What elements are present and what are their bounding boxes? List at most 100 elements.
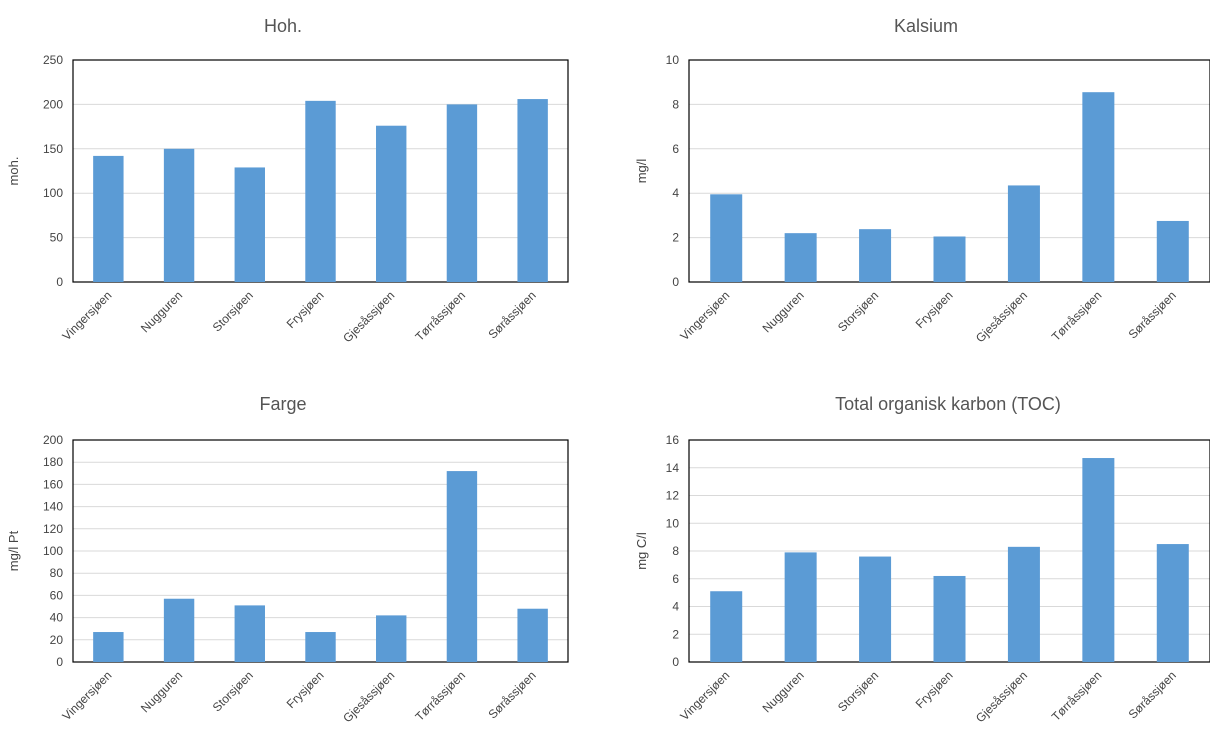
x-tick-label: Frysjøen (284, 288, 327, 331)
bar-torrassjoen (446, 104, 478, 283)
y-axis-label: mg/l Pt (6, 530, 21, 571)
y-tick-label: 0 (672, 655, 679, 669)
y-tick-label: 180 (43, 455, 63, 469)
bar-nugguren (163, 148, 195, 282)
y-tick-label: 100 (43, 186, 63, 200)
y-tick-label: 20 (50, 633, 64, 647)
x-tick-label: Vingersjøen (59, 288, 114, 343)
y-tick-label: 0 (56, 655, 63, 669)
chart-panel-3: Farge 0 20 40 60 80 100 120 140 160 180 200 mg/l Pt V… (6, 394, 569, 725)
x-tick-label: Nugguren (760, 668, 807, 715)
x-tick-label: Storsjøen (835, 288, 881, 334)
x-tick-label: Tørråssjøen (412, 668, 468, 724)
y-tick-label: 10 (666, 516, 680, 530)
chart-panel-1: Hoh. 0 50 100 150 200 250 moh. Vingersjøen Nuggur… (6, 16, 569, 345)
y-tick-label: 10 (666, 53, 680, 67)
bar-storsjoen (859, 556, 892, 662)
y-tick-label: 4 (672, 186, 679, 200)
y-tick-label: 50 (50, 231, 64, 245)
bar-gjesassjoen (1007, 185, 1040, 282)
chart-title: Kalsium (894, 16, 958, 36)
chart-panel-4: Total organisk karbon (TOC) 0 2 4 6 8 10 12 14 16… (634, 394, 1210, 725)
y-tick-label: 16 (666, 433, 680, 447)
y-axis-label: moh. (6, 157, 21, 186)
y-tick-label: 160 (43, 477, 63, 491)
x-tick-label: Tørråssjøen (412, 288, 468, 344)
bar-frysjoen (305, 100, 336, 283)
bar-sorassjoen (1156, 220, 1189, 282)
bar-storsjoen (859, 229, 892, 282)
x-tick-label: Tørråssjøen (1049, 288, 1105, 344)
bar-vingersjoen (710, 194, 743, 282)
y-tick-label: 200 (43, 97, 63, 111)
y-tick-label: 60 (50, 588, 64, 602)
bar-nugguren (163, 598, 195, 662)
x-tick-label: Søråssjøen (485, 668, 538, 721)
x-tick-label: Vingersjøen (677, 668, 732, 723)
x-tick-label: Gjesåssjøen (340, 288, 397, 345)
y-axis-label: mg/l (634, 159, 649, 184)
chart-title: Hoh. (264, 16, 302, 36)
bar-sorassjoen (517, 99, 548, 283)
x-tick-label: Vingersjøen (677, 288, 732, 343)
x-tick-label: Tørråssjøen (1049, 668, 1105, 724)
chart-title: Total organisk karbon (TOC) (835, 394, 1061, 414)
bar-torrassjoen (446, 471, 478, 662)
x-tick-label: Søråssjøen (1126, 668, 1179, 721)
y-tick-label: 40 (50, 611, 64, 625)
bar-vingersjoen (93, 155, 124, 282)
bar-storsjoen (234, 605, 265, 662)
bar-sorassjoen (517, 608, 548, 662)
y-tick-label: 250 (43, 53, 63, 67)
x-tick-label: Nugguren (138, 288, 185, 335)
x-tick-label: Nugguren (760, 288, 807, 335)
y-tick-label: 14 (666, 461, 680, 475)
bar-storsjoen (234, 167, 265, 282)
y-tick-label: 140 (43, 500, 63, 514)
y-tick-label: 12 (666, 489, 680, 503)
y-tick-label: 100 (43, 544, 63, 558)
x-tick-label: Gjesåssjøen (340, 668, 397, 725)
bar-gjesassjoen (1007, 546, 1040, 662)
x-tick-label: Nugguren (138, 668, 185, 715)
y-tick-label: 8 (672, 544, 679, 558)
y-tick-label: 2 (672, 231, 679, 245)
y-axis-label: mg C/l (634, 532, 649, 570)
y-tick-label: 6 (672, 142, 679, 156)
bar-nugguren (784, 552, 817, 662)
x-tick-label: Frysjøen (913, 288, 956, 331)
y-tick-label: 80 (50, 566, 64, 580)
bar-frysjoen (933, 236, 966, 282)
bar-gjesassjoen (376, 615, 407, 662)
x-tick-label: Gjesåssjøen (973, 288, 1030, 345)
y-tick-label: 200 (43, 433, 63, 447)
chart-panel-2: Kalsium 0 2 4 6 8 10 mg/l Vingersjøen Nugguren Sto… (634, 16, 1210, 345)
y-tick-label: 6 (672, 572, 679, 586)
chart-title: Farge (259, 394, 306, 414)
bar-vingersjoen (93, 632, 124, 662)
y-tick-label: 120 (43, 522, 63, 536)
y-tick-label: 0 (56, 275, 63, 289)
x-tick-label: Søråssjøen (1126, 288, 1179, 341)
x-tick-label: Frysjøen (284, 668, 327, 711)
x-tick-label: Storsjøen (835, 668, 881, 714)
bar-torrassjoen (1082, 458, 1115, 662)
x-tick-label: Frysjøen (913, 668, 956, 711)
x-tick-label: Gjesåssjøen (973, 668, 1030, 725)
y-tick-label: 2 (672, 627, 679, 641)
x-tick-label: Storsjøen (210, 288, 256, 334)
bar-nugguren (784, 233, 817, 282)
bar-frysjoen (305, 632, 336, 662)
bar-vingersjoen (710, 591, 743, 662)
bar-sorassjoen (1156, 544, 1189, 662)
x-tick-label: Søråssjøen (485, 288, 538, 341)
bar-torrassjoen (1082, 92, 1115, 282)
x-tick-label: Storsjøen (210, 668, 256, 714)
y-tick-label: 4 (672, 600, 679, 614)
x-tick-label: Vingersjøen (59, 668, 114, 723)
y-tick-label: 150 (43, 142, 63, 156)
y-tick-label: 8 (672, 97, 679, 111)
bar-frysjoen (933, 575, 966, 662)
bar-gjesassjoen (376, 125, 407, 282)
